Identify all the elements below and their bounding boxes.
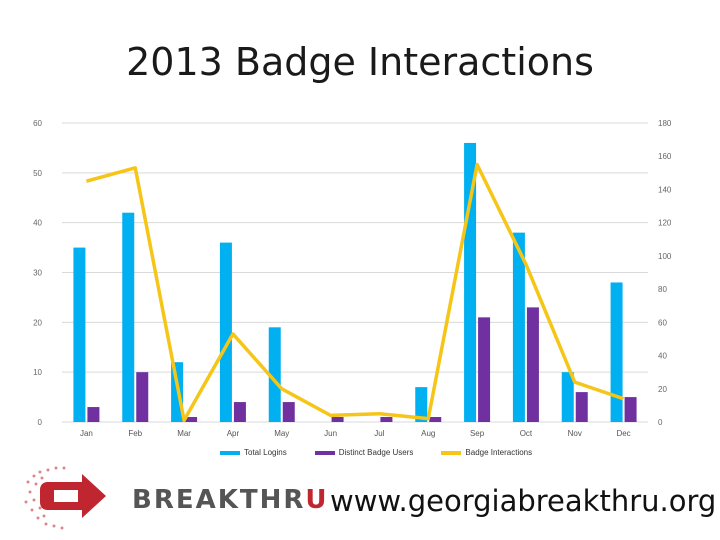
bar-total-logins [122, 212, 135, 422]
left-axis-tick-label: 30 [33, 269, 42, 278]
legend-swatch-distinct-users [314, 450, 335, 455]
category-label: Mar [177, 429, 191, 438]
bar-distinct-badge-users [429, 417, 442, 422]
left-axis-tick-label: 40 [33, 219, 42, 228]
legend-item-total-logins: Total Logins [220, 448, 287, 457]
category-axis: Jan Feb Mar Apr May Jun Jul Aug Sep Oct Nov Dec [80, 429, 631, 438]
brand-wordmark-accent: U [305, 485, 329, 515]
category-label: Oct [520, 429, 533, 438]
bar-total-logins [219, 242, 232, 422]
legend-label-total-logins: Total Logins [244, 448, 287, 457]
line-badge-interactions [85, 162, 625, 423]
bar-distinct-badge-users [526, 307, 539, 422]
bar-total-logins [268, 327, 281, 422]
left-axis-tick-label: 50 [33, 169, 42, 178]
bar-total-logins [73, 247, 86, 422]
right-axis-tick-label: 120 [658, 219, 672, 228]
legend-item-badge-interactions: Badge Interactions [441, 448, 532, 457]
bar-total-logins [512, 232, 525, 422]
right-axis-tick-label: 40 [658, 352, 667, 361]
line-series [85, 162, 625, 423]
left-axis-tick-label: 10 [33, 368, 42, 377]
right-axis-tick-label: 140 [658, 185, 672, 194]
category-label: May [274, 429, 289, 438]
right-axis-tick-label: 80 [658, 285, 667, 294]
legend-item-distinct-users: Distinct Badge Users [314, 448, 414, 457]
category-label: Apr [227, 429, 240, 438]
bar-distinct-badge-users [478, 317, 491, 422]
category-label: Jan [80, 429, 93, 438]
bar-distinct-badge-users [185, 417, 198, 422]
brand-wordmark-main: BREAKTHR [132, 485, 306, 515]
bar-total-logins [415, 387, 428, 422]
legend: Total Logins Distinct Badge Users Badge … [220, 448, 532, 457]
left-axis-tick-label: 60 [33, 119, 42, 128]
legend-label-distinct-users: Distinct Badge Users [338, 448, 414, 457]
legend-label-badge-interactions: Badge Interactions [465, 448, 533, 457]
category-label: Aug [421, 429, 435, 438]
category-label: Sep [470, 429, 485, 438]
category-label: Dec [616, 429, 630, 438]
right-axis-tick-label: 160 [658, 152, 672, 161]
bar-distinct-badge-users [575, 392, 588, 422]
slide-title: 2013 Badge Interactions [126, 40, 594, 84]
left-axis-tick-label: 0 [38, 418, 43, 427]
category-label: Nov [568, 429, 582, 438]
brand-wordmark: BREAKTHRU [132, 485, 329, 515]
bar-distinct-badge-users [282, 402, 295, 422]
bar-distinct-badge-users [380, 417, 393, 422]
bar-distinct-badge-users [331, 417, 344, 422]
right-axis-tick-label: 0 [658, 418, 663, 427]
legend-swatch-total-logins [220, 450, 240, 455]
category-label: Jun [324, 429, 337, 438]
category-label: Jul [374, 429, 384, 438]
combo-chart: 0 10 20 30 40 50 60 0 20 40 60 80 100 120 140 160 180 J… [33, 119, 672, 438]
left-axis-tick-label: 20 [33, 318, 42, 327]
right-axis: 0 20 40 60 80 100 120 140 160 180 [658, 119, 672, 427]
bar-distinct-badge-users [136, 372, 149, 422]
right-axis-tick-label: 180 [658, 119, 672, 128]
website-url: www.georgiabreakthru.org [330, 484, 717, 518]
bar-total-logins [610, 282, 623, 422]
category-label: Feb [128, 429, 142, 438]
bar-distinct-badge-users [87, 407, 100, 422]
legend-swatch-badge-interactions [441, 450, 462, 455]
bar-distinct-badge-users [624, 397, 637, 422]
left-axis: 0 10 20 30 40 50 60 [33, 119, 42, 427]
bar-distinct-badge-users [233, 402, 246, 422]
right-axis-tick-label: 20 [658, 385, 667, 394]
breakthru-arrow-logo-icon [24, 466, 106, 530]
gridlines [62, 122, 648, 423]
right-axis-tick-label: 60 [658, 318, 667, 327]
bar-total-logins [561, 372, 574, 422]
right-axis-tick-label: 100 [658, 252, 672, 261]
